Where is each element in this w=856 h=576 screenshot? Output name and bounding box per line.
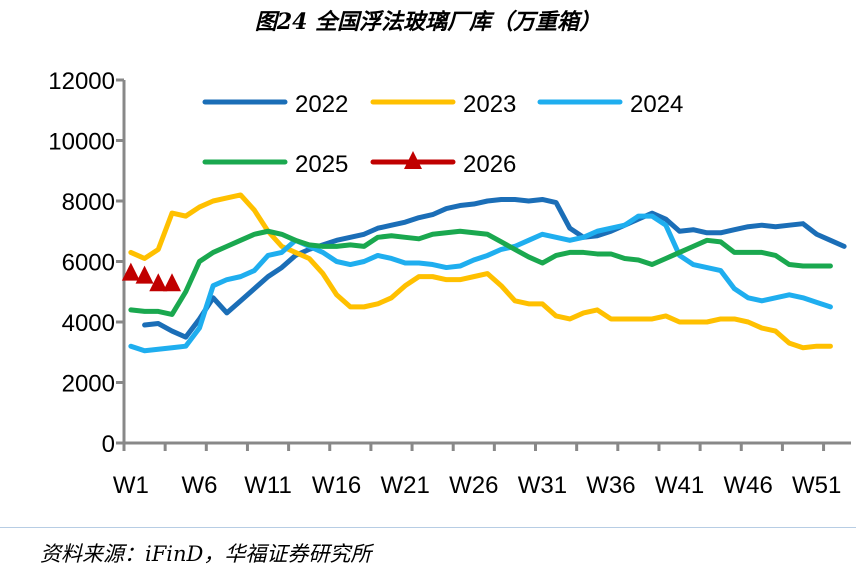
y-tick-label: 6000: [62, 250, 115, 277]
x-tick-label: W21: [381, 472, 430, 499]
divider: [0, 527, 856, 528]
legend-label: 2023: [463, 91, 516, 118]
series-line-2023: [128, 192, 833, 351]
legend-label: 2025: [295, 151, 348, 178]
x-tick-label: W6: [181, 472, 217, 499]
source-note: 资料来源：iFinD，华福证券研究所: [40, 542, 372, 566]
series-marker-2026: [163, 273, 182, 292]
y-tick-label: 0: [102, 431, 115, 458]
x-tick-label: W1: [113, 472, 149, 499]
x-tick-label: W31: [518, 472, 567, 499]
series-marker-2026: [121, 262, 140, 281]
legend-label: 2022: [295, 91, 348, 118]
series-marker-2026: [149, 273, 168, 292]
series-line-2024: [128, 213, 833, 354]
series-line-2022: [142, 196, 847, 340]
series-line-2025: [128, 228, 833, 317]
y-tick-label: 10000: [48, 129, 115, 156]
legend-label: 2026: [463, 151, 516, 178]
series-marker-2026: [135, 265, 154, 284]
x-tick-label: W16: [312, 472, 361, 499]
x-tick-label: W36: [586, 472, 635, 499]
chart-title: 图24 全国浮法玻璃厂库（万重箱）: [254, 9, 602, 35]
y-tick-label: 12000: [48, 68, 115, 95]
x-tick-label: W51: [792, 472, 841, 499]
x-tick-label: W46: [723, 472, 772, 499]
y-tick-label: 8000: [62, 189, 115, 216]
y-tick-label: 2000: [62, 371, 115, 398]
x-tick-label: W26: [449, 472, 498, 499]
x-tick-label: W41: [655, 472, 704, 499]
x-tick-label: W11: [244, 472, 292, 499]
legend-marker-2026: [404, 151, 422, 169]
y-tick-label: 4000: [62, 310, 115, 337]
legend-label: 2024: [630, 91, 683, 118]
